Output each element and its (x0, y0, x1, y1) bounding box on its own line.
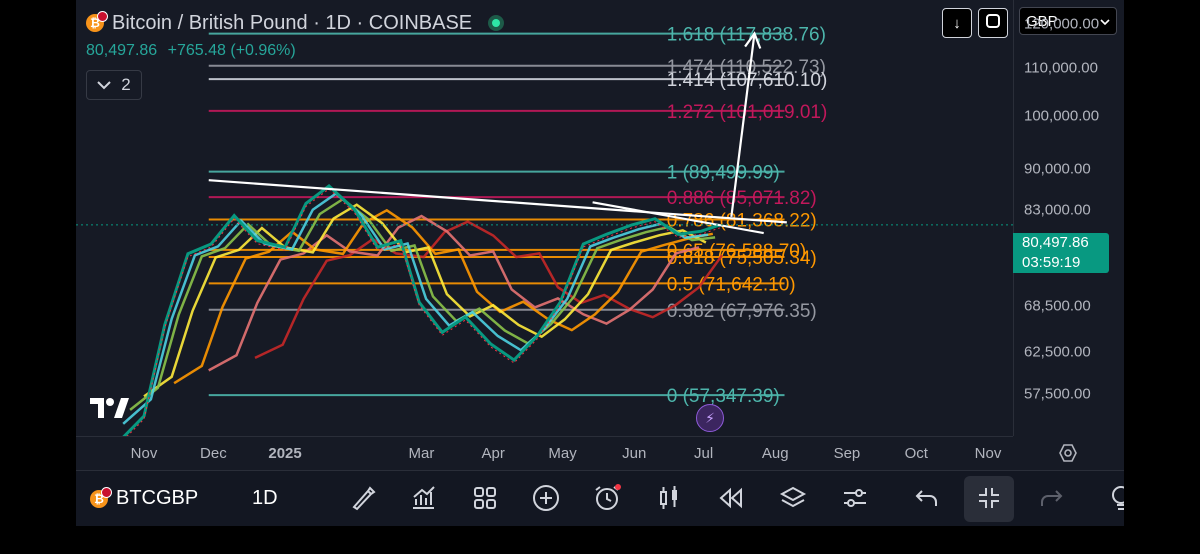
price-wick-line (126, 188, 720, 436)
collapse-icon[interactable] (974, 483, 1004, 513)
market-open-icon (488, 15, 505, 31)
timeframe-selector[interactable]: 1D (252, 487, 278, 509)
time-tick-label: Nov (974, 445, 1002, 462)
moving-average-line (129, 197, 716, 411)
lightning-icon[interactable]: ⚡ (696, 404, 724, 432)
tradingview-logo-icon[interactable] (90, 396, 130, 427)
price-tick-label: 62,500.00 (1024, 343, 1091, 361)
time-tick-label: Jun (622, 445, 647, 462)
grid-icon[interactable] (470, 483, 500, 513)
time-tick-label: Sep (833, 445, 861, 462)
fullscreen-icon (985, 13, 1001, 33)
fib-level-label: 0 (57,347.39) (667, 386, 780, 407)
settings-gear-icon[interactable] (1058, 443, 1078, 463)
candles-icon[interactable] (654, 483, 684, 513)
trendline-projection-arrow (730, 33, 756, 217)
symbol-selector[interactable]: ₿ BTCGBP (90, 486, 199, 510)
price-change: +765.48 (+0.96%) (167, 42, 296, 59)
sliders-icon[interactable] (840, 483, 870, 513)
arrow-down-icon: ↓ (953, 14, 961, 32)
bar-countdown: 03:59:19 (1022, 254, 1081, 271)
brush-icon[interactable] (348, 483, 378, 513)
trendline-short-resistance (592, 201, 764, 235)
chevron-down-icon (1100, 13, 1110, 30)
fib-level-label: 1.272 (101,019.01) (667, 102, 828, 123)
last-price-tag: 80,497.86 03:59:19 (1013, 233, 1109, 273)
chevron-down-icon (97, 75, 111, 95)
trendline-descending-resistance (208, 179, 787, 224)
symbol-label: BTCGBP (116, 487, 199, 509)
chart-app: 1.618 (117,838.76) 1.474 (110,522.73) 1.41… (76, 0, 1124, 526)
time-tick-label: Oct (904, 445, 928, 462)
moving-average-line (208, 214, 700, 372)
time-tick-label: Mar (408, 445, 435, 462)
download-button[interactable]: ↓ (942, 8, 972, 38)
last-price: 80,497.86 (86, 42, 158, 59)
price-tick-label: 83,000.00 (1024, 201, 1091, 219)
moving-average-line (122, 192, 709, 425)
alarm-icon[interactable] (592, 483, 622, 513)
price-line (122, 183, 721, 436)
moving-average-line (254, 220, 724, 360)
moving-average-line (173, 208, 714, 385)
time-tick-label: Aug (761, 445, 789, 462)
chart-title: Bitcoin / British Pound · 1D · COINBASE (112, 11, 473, 34)
time-axis-border (76, 436, 1013, 437)
arrow-head-icon (744, 31, 762, 49)
indicators-toggle[interactable]: 2 (86, 70, 142, 100)
currency-value: GBP (1026, 12, 1058, 30)
undo-icon[interactable] (912, 483, 942, 513)
last-price-tag-value: 80,497.86 (1022, 234, 1089, 251)
price-tick-label: 68,500.00 (1024, 297, 1091, 315)
fib-level-label: 1.474 (110,522.73) (667, 57, 826, 78)
time-tick-label: Nov (130, 445, 158, 462)
fib-level-label: 0.886 (85,071.82) (667, 188, 817, 209)
layers-icon[interactable] (778, 483, 808, 513)
fullscreen-button[interactable] (978, 8, 1008, 38)
bitcoin-gbp-icon: ₿ (90, 486, 112, 508)
price-summary: 80,497.86 +765.48 (+0.96%) (86, 42, 296, 60)
plus-circle-icon[interactable] (531, 483, 561, 513)
bitcoin-gbp-icon: ₿ (86, 11, 108, 32)
price-tick-label: 90,000.00 (1024, 160, 1091, 178)
price-tick-label: 110,000.00 (1024, 59, 1098, 77)
symbol-header[interactable]: ₿ Bitcoin / British Pound · 1D · COINBAS… (86, 10, 505, 36)
fib-level-label: 1 (89,499.99) (667, 163, 780, 184)
fib-level-label: 1.618 (117,838.76) (667, 25, 826, 46)
bottom-toolbar: ₿ BTCGBP 1D (76, 470, 1124, 526)
time-tick-label: Jul (693, 445, 714, 462)
indicators-count: 2 (121, 75, 131, 94)
fib-level-label: 0.618 (75,505.34) (667, 248, 817, 269)
price-tick-label: 120,000.00 (1024, 15, 1100, 33)
replay-icon[interactable] (716, 483, 746, 513)
fib-level-label: 0.382 (67,976.35) (667, 301, 817, 322)
currency-select[interactable]: GBP (1019, 7, 1117, 35)
price-tick-label: 100,000.00 (1024, 107, 1100, 125)
price-tick-label: 57,500.00 (1024, 385, 1091, 403)
time-tick-label: Apr (481, 445, 505, 462)
bulb-icon[interactable] (1106, 483, 1124, 513)
fib-level-label: 0.5 (71,642.10) (667, 274, 796, 295)
time-tick-label: 2025 (268, 445, 302, 462)
price-chart[interactable]: 1.618 (117,838.76) 1.474 (110,522.73)1.41… (76, 0, 1013, 436)
fib-level-label: 1.414 (107,610.10) (667, 70, 828, 91)
time-tick-label: May (548, 445, 577, 462)
indicator-chart-icon[interactable] (408, 483, 438, 513)
price-axis-border (1013, 0, 1014, 436)
active-tool-highlight (964, 476, 1014, 522)
redo-icon[interactable] (1036, 483, 1066, 513)
time-tick-label: Dec (200, 445, 227, 462)
moving-average-line (143, 203, 707, 398)
